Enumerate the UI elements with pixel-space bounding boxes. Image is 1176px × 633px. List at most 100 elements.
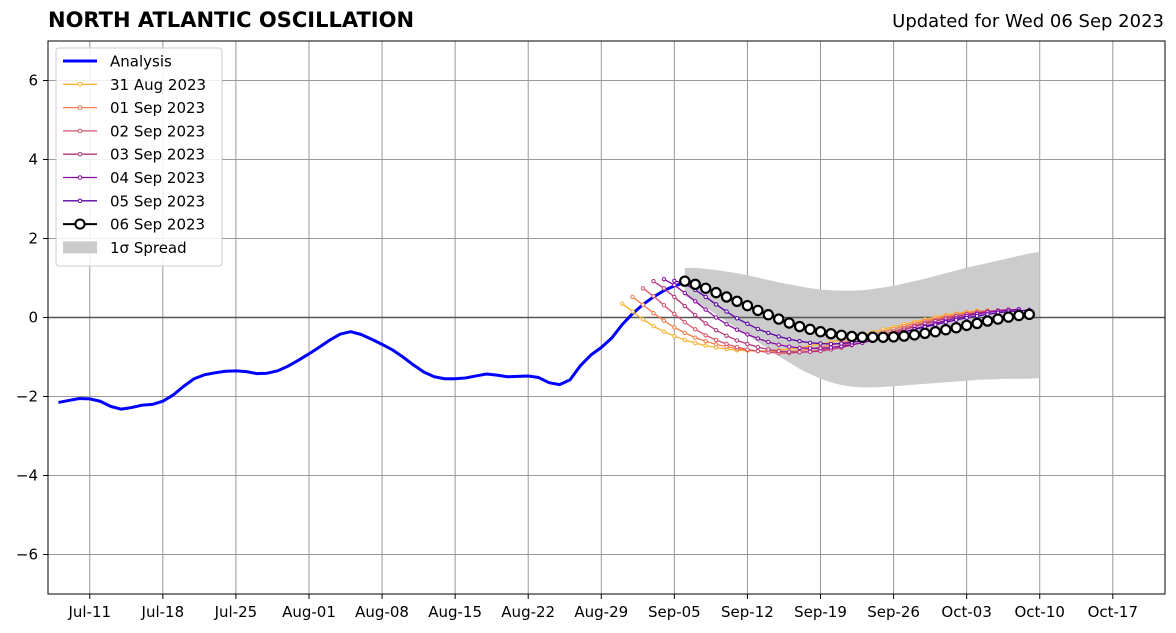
data-point <box>856 331 868 343</box>
x-tick-label: Oct-17 <box>1088 603 1138 621</box>
y-tick-label: −4 <box>16 467 38 485</box>
x-tick-label: Aug-01 <box>282 603 336 621</box>
data-point <box>804 323 816 336</box>
data-point <box>703 339 708 344</box>
data-point <box>797 350 802 355</box>
legend-item: 31 Aug 2023 <box>63 76 206 94</box>
data-point <box>835 329 848 341</box>
data-point <box>797 345 802 351</box>
data-point <box>745 332 750 337</box>
y-tick-label: 6 <box>28 72 38 90</box>
data-point <box>693 299 698 304</box>
data-point <box>828 341 834 347</box>
data-point <box>950 322 962 334</box>
legend-item: 05 Sep 2023 <box>63 192 205 210</box>
data-point <box>964 315 969 321</box>
data-point <box>818 346 823 351</box>
data-point <box>1013 309 1025 322</box>
data-point <box>940 324 952 336</box>
data-point <box>745 341 750 347</box>
x-tick-label: Aug-22 <box>501 603 555 621</box>
data-point <box>867 331 879 343</box>
legend-label: 06 Sep 2023 <box>110 216 205 234</box>
series-forecast-2023-09-06 <box>679 275 1035 343</box>
data-point <box>724 322 729 327</box>
data-point <box>672 294 677 300</box>
data-point <box>807 340 813 345</box>
data-point <box>1002 311 1015 323</box>
data-point <box>693 335 698 340</box>
legend-item: 02 Sep 2023 <box>63 122 205 140</box>
data-point <box>974 313 980 319</box>
data-point <box>734 327 740 332</box>
data-point <box>825 327 837 340</box>
data-point <box>783 317 795 329</box>
data-point <box>981 315 994 327</box>
legend-marker <box>74 218 86 230</box>
data-point <box>766 347 771 352</box>
data-point <box>839 341 844 346</box>
legend-label: 31 Aug 2023 <box>110 76 206 94</box>
legend-item: 04 Sep 2023 <box>63 169 205 187</box>
legend-label: Analysis <box>110 53 172 71</box>
data-point <box>619 301 625 306</box>
legend-item: 06 Sep 2023 <box>63 216 205 234</box>
x-tick-label: Oct-10 <box>1015 603 1065 621</box>
legend-item: 03 Sep 2023 <box>63 146 205 164</box>
data-point <box>807 349 813 355</box>
data-point <box>786 349 792 355</box>
data-point <box>682 303 687 309</box>
data-point <box>745 321 750 327</box>
data-point <box>713 327 719 333</box>
legend-label: 04 Sep 2023 <box>110 169 205 187</box>
x-tick-label: Oct-03 <box>941 603 991 621</box>
x-tick-label: Sep-26 <box>867 603 920 621</box>
legend-marker <box>77 128 83 134</box>
data-point <box>710 286 722 299</box>
x-tick-label: Sep-12 <box>721 603 774 621</box>
data-point <box>776 342 781 347</box>
y-axis: 6 4 2 0 −2 −4 −6 <box>16 72 48 564</box>
data-point <box>651 323 656 329</box>
data-point <box>793 320 806 333</box>
legend-marker <box>77 105 83 110</box>
data-point <box>797 339 802 344</box>
legend: Analysis 31 Aug 2023 01 Sep 2023 02 Sep 202… <box>55 47 223 267</box>
data-point <box>672 311 677 317</box>
legend-label: 01 Sep 2023 <box>110 99 205 117</box>
data-point <box>703 343 708 348</box>
legend-marker <box>77 151 83 157</box>
series-analysis <box>58 279 696 411</box>
data-point <box>661 276 667 282</box>
data-point <box>689 278 701 291</box>
data-point <box>651 293 656 299</box>
data-point <box>762 309 775 321</box>
data-point <box>661 286 667 291</box>
data-point <box>943 320 948 325</box>
data-point <box>640 317 646 322</box>
legend-box <box>55 47 223 267</box>
data-point <box>661 318 667 323</box>
data-point <box>682 330 687 336</box>
data-point <box>786 337 792 342</box>
series-layer <box>58 275 1035 411</box>
y-tick-label: −2 <box>16 388 38 406</box>
legend-label: 1σ Spread <box>110 239 187 257</box>
data-point <box>720 291 733 303</box>
data-point <box>814 326 827 338</box>
legend-item: Analysis <box>63 53 172 71</box>
legend-item: 01 Sep 2023 <box>63 99 205 117</box>
data-point <box>630 294 635 300</box>
data-point <box>766 339 771 345</box>
data-point <box>651 278 656 284</box>
data-point <box>693 340 698 346</box>
legend-swatch-spread <box>63 241 97 254</box>
data-point <box>1023 308 1035 321</box>
data-point <box>877 331 889 343</box>
data-point <box>713 337 719 343</box>
data-point <box>887 331 900 343</box>
data-point <box>755 326 761 332</box>
chart-title: NORTH ATLANTIC OSCILLATION <box>48 8 415 32</box>
data-point <box>703 294 708 300</box>
spread-band-layer <box>684 251 1040 388</box>
